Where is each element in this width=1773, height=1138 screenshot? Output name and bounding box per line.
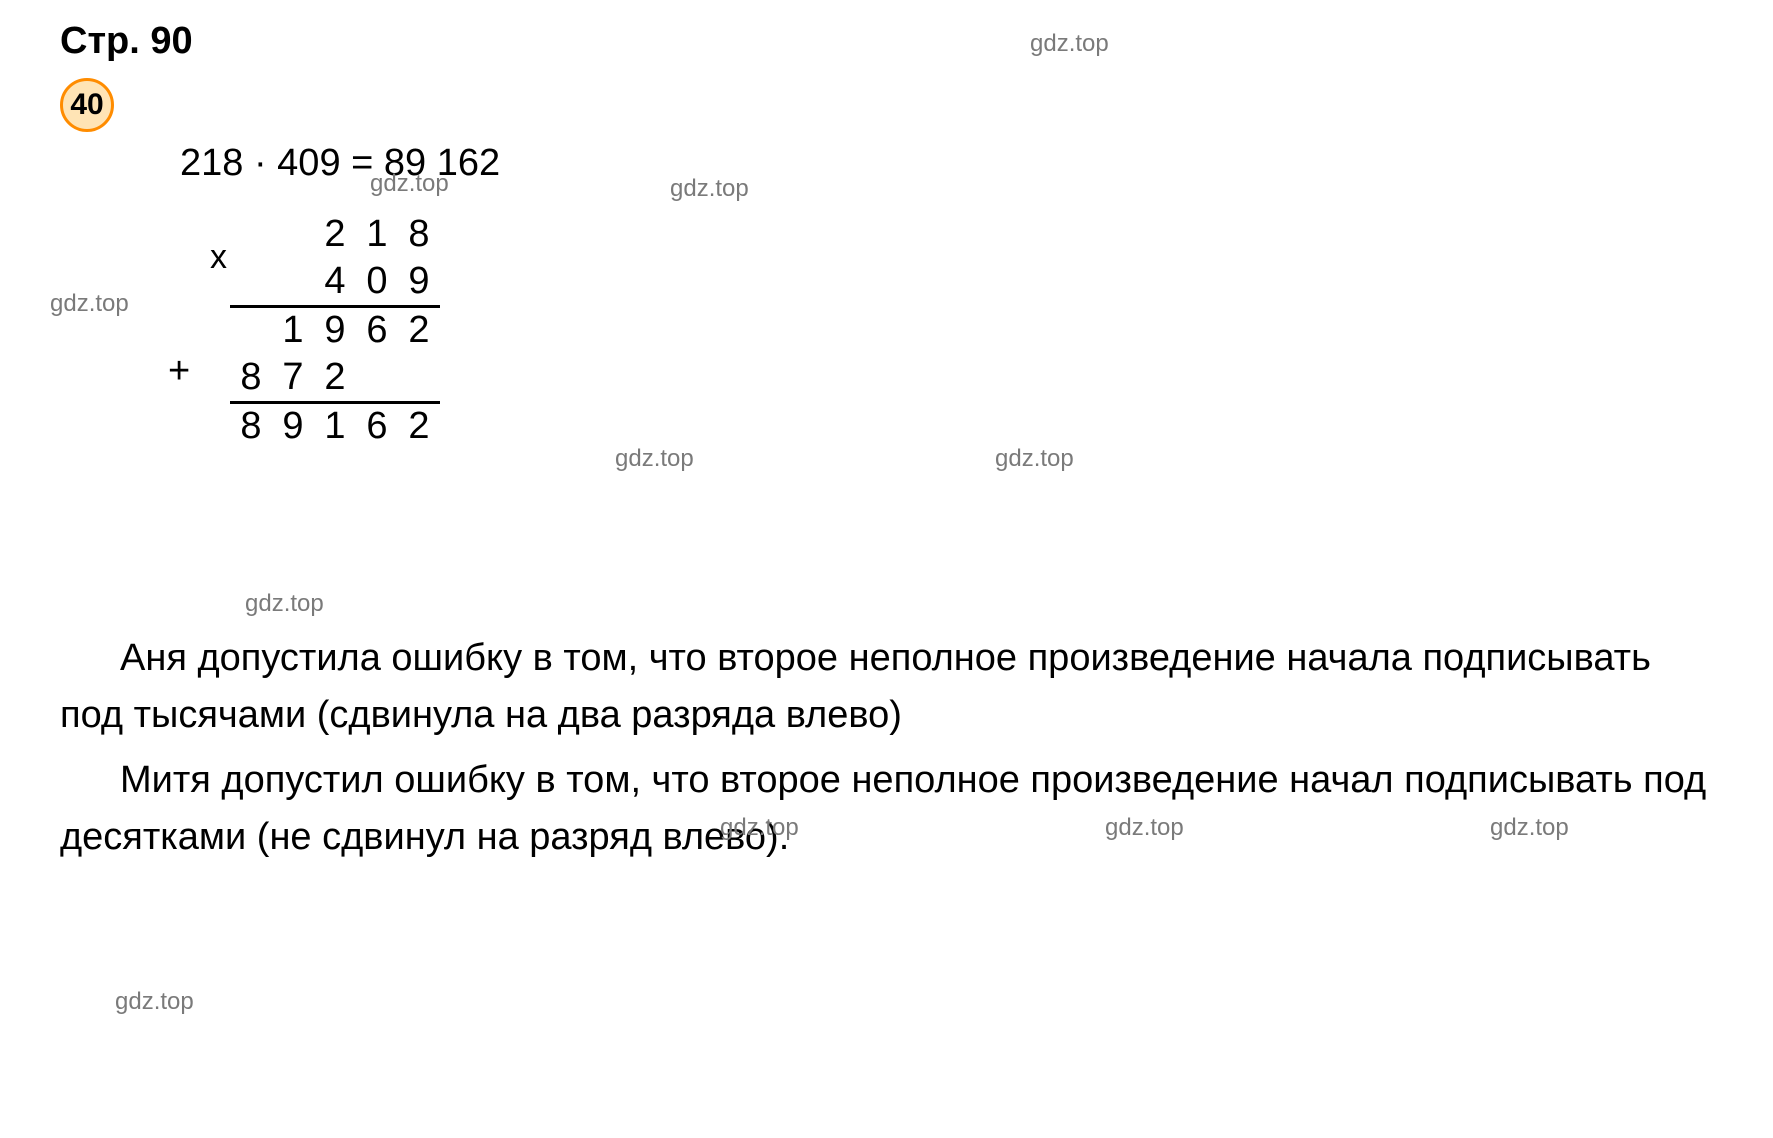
watermark-text: gdz.top <box>1490 814 1569 842</box>
long-multiplication: х + 2 1 8 4 0 9 1 9 6 2 8 7 2 <box>230 210 440 450</box>
mult-row-4: 8 7 2 <box>230 354 440 402</box>
mult-row-3: 1 9 6 2 <box>230 306 440 354</box>
problem-number-badge: 40 <box>60 78 114 132</box>
mult-row-1: 2 1 8 <box>230 210 440 258</box>
mult-row-2: 4 0 9 <box>230 258 440 306</box>
watermark-text: gdz.top <box>370 170 449 198</box>
mult-row-5: 8 9 1 6 2 <box>230 402 440 450</box>
multiply-sign: х <box>210 238 227 277</box>
watermark-text: gdz.top <box>720 814 799 842</box>
watermark-text: gdz.top <box>1105 814 1184 842</box>
explanation-block: Аня допустила ошибку в том, что второе н… <box>60 630 1713 874</box>
watermark-text: gdz.top <box>1030 30 1109 58</box>
watermark-text: gdz.top <box>50 290 129 318</box>
explanation-paragraph-1: Аня допустила ошибку в том, что второе н… <box>60 630 1713 744</box>
page-header: Стр. 90 <box>60 20 1713 63</box>
watermark-text: gdz.top <box>995 445 1074 473</box>
multiplication-table: 2 1 8 4 0 9 1 9 6 2 8 7 2 8 9 1 <box>230 210 440 450</box>
watermark-text: gdz.top <box>245 590 324 618</box>
watermark-text: gdz.top <box>615 445 694 473</box>
watermark-text: gdz.top <box>115 988 194 1016</box>
explanation-paragraph-2: Митя допустил ошибку в том, что второе н… <box>60 752 1713 866</box>
plus-sign: + <box>168 350 190 393</box>
watermark-text: gdz.top <box>670 175 749 203</box>
